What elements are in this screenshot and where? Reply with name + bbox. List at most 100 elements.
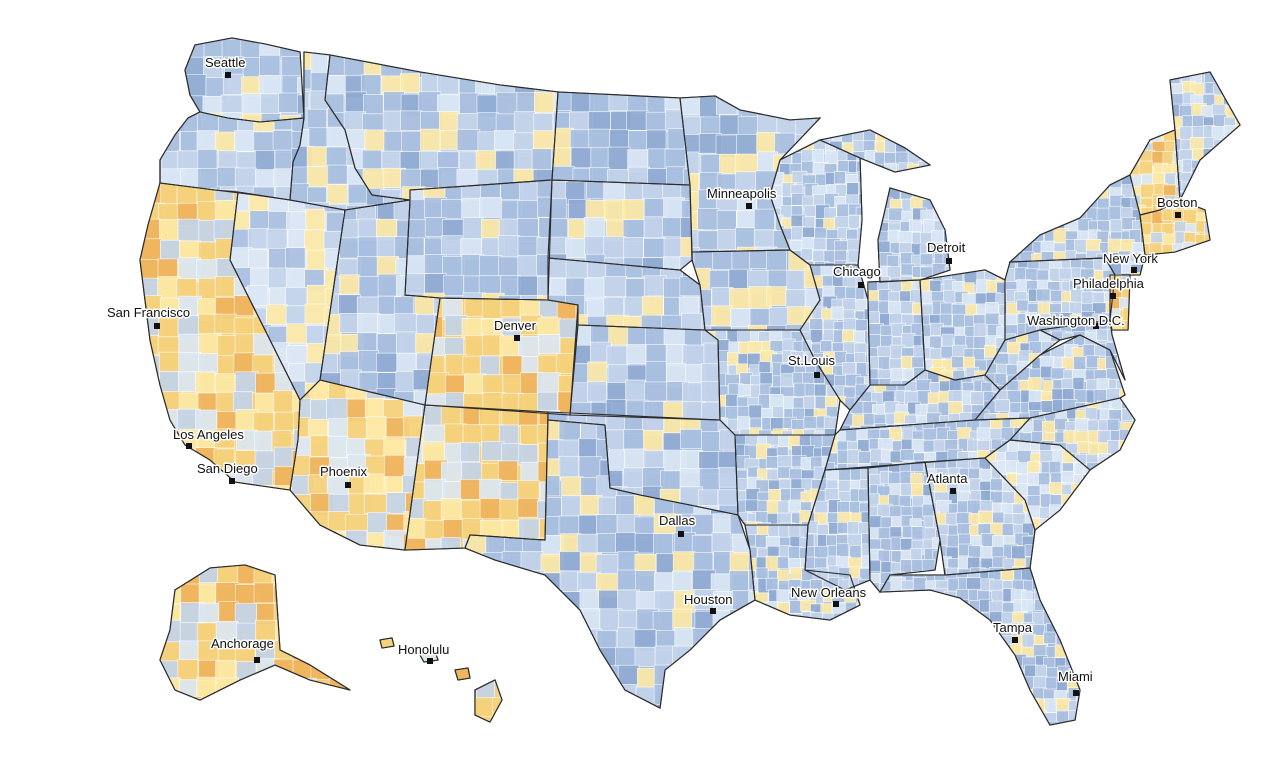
county-tile xyxy=(1001,689,1015,706)
county-tile xyxy=(751,646,755,669)
county-tile xyxy=(285,247,306,269)
county-tile xyxy=(481,440,505,461)
county-tile xyxy=(925,708,941,721)
county-tile xyxy=(604,429,625,451)
county-tile xyxy=(1084,517,1090,530)
county-tile xyxy=(445,374,465,396)
county-tile xyxy=(1043,208,1058,223)
county-tile xyxy=(1082,483,1090,497)
county-tile xyxy=(919,131,930,145)
county-tile xyxy=(900,712,914,725)
county-group xyxy=(1170,72,1240,200)
city-phoenix: Phoenix xyxy=(319,463,369,488)
county-tile xyxy=(992,511,1005,525)
county-tile xyxy=(521,629,543,650)
county-tile xyxy=(1057,599,1070,615)
county-tile xyxy=(739,428,754,435)
county-tile xyxy=(396,352,417,373)
county-tile xyxy=(235,371,259,393)
county-tile xyxy=(1132,399,1135,414)
county-tile xyxy=(1084,407,1098,420)
county-tile xyxy=(800,248,813,261)
county-tile xyxy=(503,668,527,690)
county-tile xyxy=(285,305,308,327)
city-label: Anchorage xyxy=(211,636,274,651)
county-tile xyxy=(1117,339,1125,353)
county-tile xyxy=(421,400,425,422)
county-tile xyxy=(756,612,769,620)
county-tile xyxy=(922,721,936,725)
county-tile xyxy=(911,526,924,540)
county-tile xyxy=(306,108,327,131)
county-tile xyxy=(234,699,257,700)
county-tile xyxy=(692,627,714,650)
county-tile xyxy=(159,370,179,393)
county-tile xyxy=(1076,568,1080,581)
county-tile xyxy=(973,336,987,349)
county-tile xyxy=(795,96,816,118)
county-tile xyxy=(910,698,925,714)
county-tile xyxy=(701,313,705,330)
city-label: Seattle xyxy=(205,55,245,70)
county-tile xyxy=(522,685,547,707)
state-outline xyxy=(1109,274,1131,331)
county-tile xyxy=(1066,588,1080,603)
county-tile xyxy=(254,150,275,172)
county-tile xyxy=(504,608,527,632)
county-tile xyxy=(1226,169,1238,184)
county-tile xyxy=(900,559,914,574)
county-tile xyxy=(777,500,790,514)
county-tile xyxy=(1129,431,1135,446)
county-tile xyxy=(718,504,738,515)
county-tile xyxy=(966,611,980,625)
county-tile xyxy=(1010,217,1022,230)
county-tile xyxy=(880,600,892,615)
county-tile xyxy=(185,56,205,78)
county-tile xyxy=(255,697,277,700)
county-tile xyxy=(1065,622,1080,636)
county-tile xyxy=(1016,299,1029,312)
county-tile xyxy=(1214,180,1230,194)
county-tile xyxy=(502,648,524,670)
county-tile xyxy=(160,696,183,700)
county-tile xyxy=(1076,646,1080,662)
county-tile xyxy=(1115,329,1125,345)
county-tile xyxy=(1032,175,1045,187)
county-tile xyxy=(957,667,970,683)
city-marker xyxy=(1175,212,1181,218)
county-tile xyxy=(711,629,732,650)
county-tile xyxy=(717,229,738,252)
county-tile xyxy=(1077,187,1092,202)
county-tile xyxy=(812,149,825,164)
county-tile xyxy=(1182,241,1196,255)
county-group xyxy=(920,270,1005,380)
county-tile xyxy=(313,642,334,663)
county-tile xyxy=(255,169,277,190)
county-tile xyxy=(812,237,827,251)
county-tile xyxy=(977,709,993,722)
county-tile xyxy=(1046,577,1061,591)
county-tile xyxy=(1067,723,1080,725)
county-tile xyxy=(556,353,578,374)
county-tile xyxy=(1072,495,1086,508)
city-label: Atlanta xyxy=(927,471,968,486)
county-tile xyxy=(1086,175,1102,190)
county-tile xyxy=(260,113,281,122)
county-tile xyxy=(517,336,540,358)
city-label: New Orleans xyxy=(791,585,867,600)
county-tile xyxy=(737,246,759,252)
county-tile xyxy=(1079,611,1080,626)
county-tile xyxy=(1131,453,1135,469)
county-tile xyxy=(1052,175,1068,188)
city-miami: Miami xyxy=(1057,668,1094,696)
county-tile xyxy=(633,494,655,516)
county-tile xyxy=(608,325,630,346)
county-tile xyxy=(338,237,359,259)
county-tile xyxy=(458,55,480,76)
county-tile xyxy=(880,720,895,725)
county-tile xyxy=(1076,599,1080,614)
county-tile xyxy=(400,168,424,190)
county-tile xyxy=(576,667,597,689)
county-tile xyxy=(252,354,274,375)
county-tile xyxy=(1174,220,1187,233)
